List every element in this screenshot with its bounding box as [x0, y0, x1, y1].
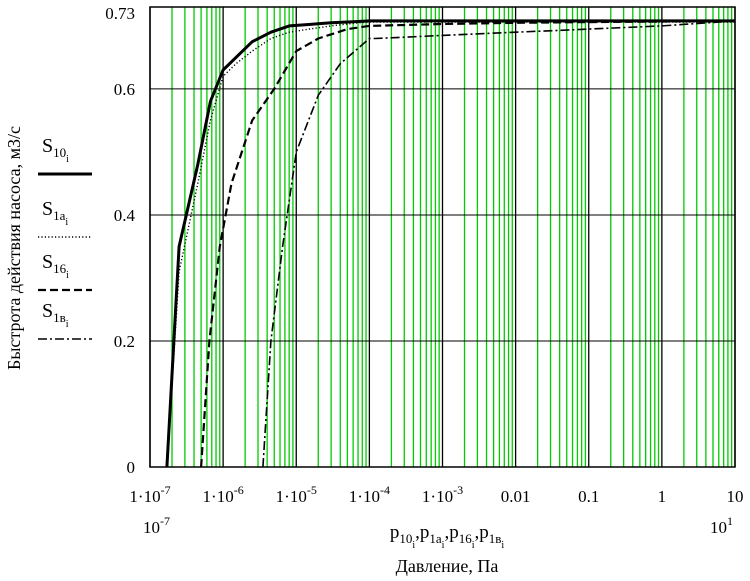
minor-grid: [171, 7, 733, 467]
series-line-S10i: [165, 19, 735, 468]
legend-label: S1вi: [42, 300, 69, 330]
x-tick-label: 1: [658, 487, 667, 506]
x-min-label: 10-7: [143, 514, 170, 537]
x-tick-label: 1·10-5: [276, 483, 317, 506]
legend: S10i S1ai S16i S1вi: [38, 135, 92, 340]
y-tick-label: 0.2: [114, 332, 135, 351]
x-tick-label: 1·10-4: [349, 483, 390, 506]
x-tick-label: 1·10-7: [129, 483, 170, 506]
y-tick-label: 0.6: [114, 80, 135, 99]
y-axis-title: Быстрота действия насоса, м3/с: [4, 126, 24, 370]
x-tick-label: 0.01: [501, 487, 531, 506]
x-tick-label: 10: [727, 487, 744, 506]
y-tick-labels: 0 0.2 0.4 0.6 0.73: [105, 4, 135, 477]
y-tick-label: 0: [127, 458, 136, 477]
series-line-S16i: [200, 19, 736, 468]
legend-label: S1ai: [42, 198, 68, 228]
x-tick-label: 1·10-6: [203, 483, 244, 506]
series-line-S1ai: [166, 21, 735, 468]
x-max-label: 101: [710, 514, 733, 537]
legend-label: S16i: [42, 251, 69, 281]
x-tick-labels: 1·10-7 1·10-6 1·10-5 1·10-4 1·10-3 0.01 0.1 1 10: [129, 483, 743, 506]
y-tick-label: 0.4: [114, 206, 136, 225]
x-expression: p10i,p1ai,p16i,p1вi: [390, 522, 505, 551]
series-group: [165, 19, 736, 468]
x-tick-label: 1·10-3: [422, 483, 463, 506]
x-tick-label: 0.1: [578, 487, 599, 506]
major-grid: [149, 6, 736, 468]
y-tick-label: 0.73: [105, 4, 135, 23]
x-axis-title: Давление, Па: [396, 556, 499, 576]
plot-frame: [149, 6, 736, 468]
legend-label: S10i: [42, 135, 69, 165]
